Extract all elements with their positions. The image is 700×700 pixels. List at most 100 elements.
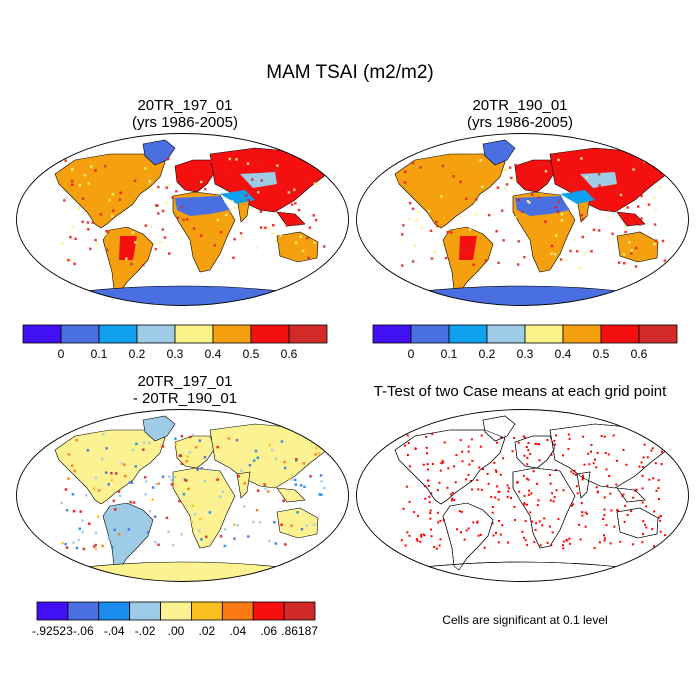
arabia-region xyxy=(220,190,255,204)
continent-samerica xyxy=(102,502,154,571)
significant-cell xyxy=(550,453,553,456)
colorbar-box xyxy=(98,324,138,344)
colorbar-tick-label: 0.4 xyxy=(554,347,572,361)
grid-cell xyxy=(401,233,404,236)
significant-cell xyxy=(651,528,654,531)
significant-cell xyxy=(476,479,479,482)
grid-cell xyxy=(275,169,278,172)
grid-cell xyxy=(157,543,160,546)
grid-cell xyxy=(120,462,124,465)
colorbar-tick-label: 0.6 xyxy=(630,347,648,361)
significant-cell xyxy=(460,531,462,534)
significant-cell xyxy=(562,547,565,550)
significant-cell xyxy=(600,435,603,437)
grid-cell xyxy=(516,263,520,266)
grid-cell xyxy=(503,168,506,171)
colorbar-tick-label: 0.5 xyxy=(242,347,260,361)
grid-cell xyxy=(255,508,259,512)
grid-cell xyxy=(465,197,468,200)
grid-cell xyxy=(270,448,274,452)
grid-cell xyxy=(615,190,618,194)
colorbar-box xyxy=(524,324,564,344)
grid-cell xyxy=(259,226,263,229)
grid-cell xyxy=(322,167,326,170)
colorbar-box xyxy=(410,324,450,344)
grid-cell xyxy=(402,224,405,227)
grid-cell xyxy=(258,521,262,524)
continent-europe xyxy=(174,435,216,469)
grid-cell xyxy=(102,433,105,436)
colorbar-case2-labels: 0 0.1 0.2 0.3 0.4 0.5 0.6 xyxy=(373,347,677,363)
outline-australia xyxy=(616,507,659,539)
grid-cell xyxy=(229,209,232,212)
significant-cell xyxy=(582,476,585,479)
grid-cell xyxy=(77,207,80,211)
colorbar-case1-labels: 0 0.1 0.2 0.3 0.4 0.5 0.6 xyxy=(23,347,327,363)
significant-cell xyxy=(529,511,532,514)
grid-cell xyxy=(246,162,250,165)
significant-cell xyxy=(456,528,458,531)
grid-cell xyxy=(221,490,225,494)
significant-cell xyxy=(425,446,428,449)
continent-india xyxy=(236,471,251,499)
significant-cell xyxy=(526,543,529,546)
colorbar-case1 xyxy=(22,324,328,344)
grid-cell xyxy=(314,453,317,456)
significant-cell xyxy=(494,496,497,499)
map-difference xyxy=(16,409,349,582)
significant-cell xyxy=(426,452,428,455)
significant-cell xyxy=(477,488,480,491)
significant-cell xyxy=(477,534,480,537)
significant-cell xyxy=(595,486,598,489)
significant-cell xyxy=(506,541,509,544)
significant-cell xyxy=(493,461,496,464)
grid-cell xyxy=(294,483,298,486)
amazon-region xyxy=(119,236,137,260)
significant-cell xyxy=(632,543,635,546)
grid-cell xyxy=(542,162,545,166)
significant-cell xyxy=(534,442,537,445)
significant-cell xyxy=(510,497,512,499)
continent-seasia xyxy=(276,487,306,503)
grid-cell xyxy=(94,531,98,535)
grid-cell xyxy=(180,205,183,209)
significant-cell xyxy=(640,461,643,464)
significant-cell xyxy=(622,493,625,496)
grid-cell xyxy=(276,164,279,167)
grid-cell xyxy=(417,210,421,214)
significant-cell xyxy=(657,479,660,482)
significant-cell xyxy=(657,487,660,490)
significant-cell xyxy=(476,520,479,523)
grid-cell xyxy=(592,228,596,232)
grid-cell xyxy=(436,224,439,228)
significant-cell xyxy=(436,511,439,514)
significant-cell xyxy=(595,466,598,469)
grid-cell xyxy=(165,516,169,520)
grid-cell xyxy=(153,515,157,518)
significant-cell xyxy=(528,493,531,496)
grid-cell xyxy=(235,158,238,161)
significant-cell xyxy=(638,465,641,468)
grid-cell xyxy=(168,475,171,478)
grid-cell xyxy=(95,242,98,246)
grid-cell xyxy=(430,257,434,260)
grid-cell xyxy=(284,543,287,546)
grid-cell xyxy=(63,199,66,202)
significant-cell xyxy=(536,482,538,485)
grid-cell xyxy=(185,460,188,463)
grid-cell xyxy=(630,249,633,252)
grid-cell xyxy=(290,478,293,481)
grid-cell xyxy=(71,464,74,468)
grid-cell xyxy=(433,250,436,253)
grid-cell xyxy=(125,257,128,260)
grid-cell xyxy=(640,194,643,198)
significant-cell xyxy=(642,533,644,535)
significant-cell xyxy=(498,490,501,493)
grid-cell xyxy=(612,189,615,193)
significant-cell xyxy=(531,520,534,523)
grid-cell xyxy=(517,240,520,243)
grid-cell xyxy=(72,541,75,544)
grid-cell xyxy=(653,196,656,199)
grid-cell xyxy=(654,159,657,162)
grid-cell xyxy=(251,207,254,210)
